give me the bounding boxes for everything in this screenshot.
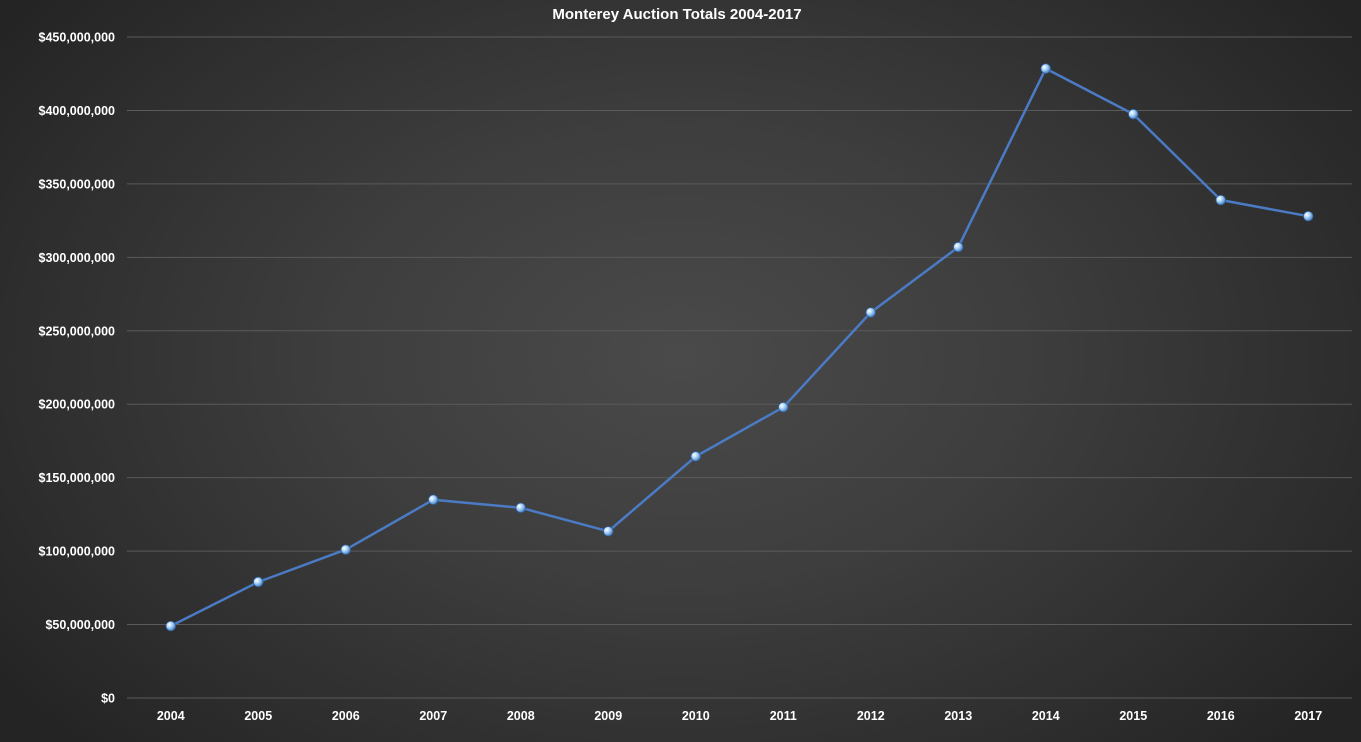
y-tick-label: $350,000,000 xyxy=(39,177,116,191)
x-tick-label: 2013 xyxy=(944,709,972,723)
x-tick-label: 2011 xyxy=(770,709,797,723)
y-tick-label: $250,000,000 xyxy=(39,324,116,338)
y-tick-label: $150,000,000 xyxy=(39,471,116,485)
gridlines xyxy=(127,36,1352,699)
x-tick-label: 2008 xyxy=(507,709,535,723)
data-point xyxy=(1128,108,1139,120)
x-tick-label: 2007 xyxy=(419,709,447,723)
data-point xyxy=(865,307,876,318)
data-markers xyxy=(165,63,1314,632)
data-point xyxy=(690,451,701,462)
x-tick-label: 2014 xyxy=(1032,709,1060,723)
y-axis: $0 $50,000,000 $100,000,000 $150,000,000 $20… xyxy=(39,31,116,706)
y-tick-label: $0 xyxy=(101,692,115,706)
series xyxy=(170,67,1309,628)
chart-title: Monterey Auction Totals 2004-2017 xyxy=(552,6,801,23)
x-tick-label: 2015 xyxy=(1119,709,1147,723)
data-point xyxy=(340,544,351,555)
data-point xyxy=(1040,63,1051,74)
y-tick-label: $50,000,000 xyxy=(45,618,115,632)
data-point xyxy=(165,620,176,632)
y-tick-label: $450,000,000 xyxy=(39,31,116,45)
x-tick-label: 2009 xyxy=(594,709,622,723)
x-tick-label: 2006 xyxy=(332,709,360,723)
y-tick-label: $300,000,000 xyxy=(39,251,116,265)
data-point xyxy=(428,494,439,505)
data-point xyxy=(1215,194,1226,206)
data-point xyxy=(603,526,614,537)
data-point xyxy=(1303,211,1314,222)
x-tick-label: 2005 xyxy=(244,709,272,723)
x-tick-label: 2012 xyxy=(857,709,885,723)
data-point xyxy=(953,241,964,253)
data-point xyxy=(778,401,789,413)
x-tick-label: 2004 xyxy=(157,709,185,723)
data-point xyxy=(253,576,264,588)
y-tick-label: $200,000,000 xyxy=(39,398,116,412)
x-tick-label: 2017 xyxy=(1294,709,1322,723)
x-tick-label: 2016 xyxy=(1207,709,1235,723)
x-tick-label: 2010 xyxy=(682,709,710,723)
x-axis: 2004 2005 2006 2007 2008 2009 2010 2011 2012 2013… xyxy=(157,709,1322,723)
series-line xyxy=(170,67,1309,628)
y-tick-label: $100,000,000 xyxy=(39,545,116,559)
data-point xyxy=(515,502,526,513)
y-tick-label: $400,000,000 xyxy=(39,104,116,118)
